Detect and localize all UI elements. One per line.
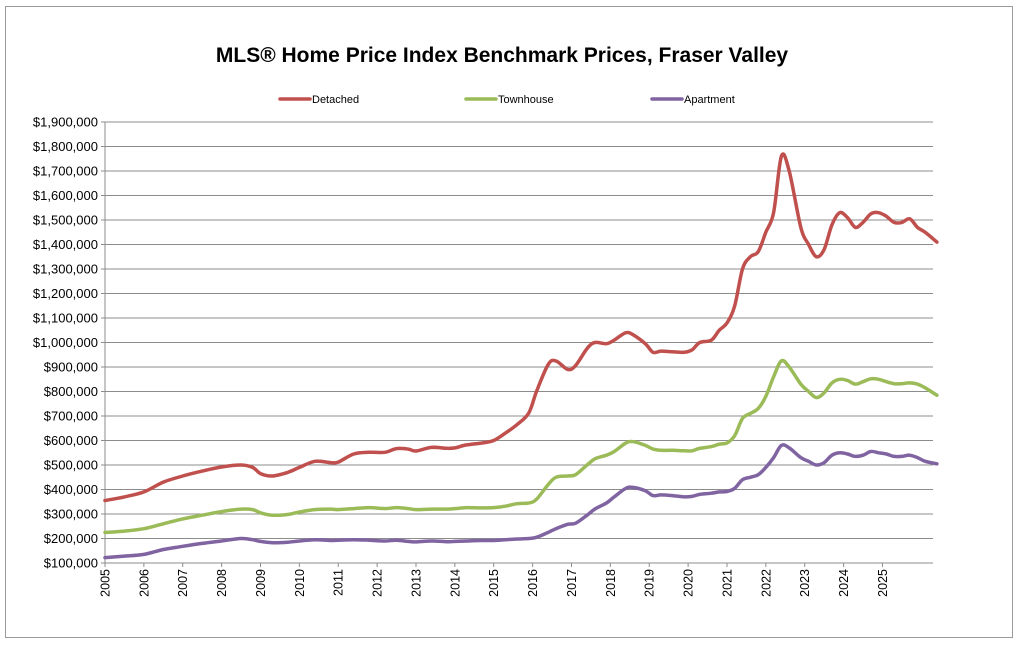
- x-tick-label: 2018: [604, 569, 618, 597]
- legend-label-apartment: Apartment: [684, 94, 735, 106]
- x-tick-label: 2014: [448, 569, 462, 597]
- y-tick-label: $1,100,000: [33, 311, 98, 326]
- x-tick-label: 2011: [332, 569, 346, 596]
- x-tick-label: 2008: [215, 569, 229, 597]
- x-tick-label: 2020: [682, 569, 696, 597]
- y-tick-label: $500,000: [44, 458, 98, 473]
- x-tick-label: 2016: [526, 569, 540, 597]
- x-tick-label: 2025: [876, 569, 890, 597]
- series-line-detached: [103, 152, 939, 503]
- axes: [104, 122, 933, 564]
- legend-label-detached: Detached: [312, 94, 359, 106]
- y-tick-label: $1,300,000: [33, 262, 98, 277]
- y-tick-label: $100,000: [44, 556, 98, 571]
- x-tick-label: 2005: [99, 569, 113, 597]
- gridlines: [105, 121, 933, 564]
- y-tick-label: $1,500,000: [33, 213, 98, 228]
- x-tick-label: 2022: [759, 569, 773, 597]
- y-tick-label: $300,000: [44, 507, 98, 522]
- y-axis-ticks: $100,000 $200,000 $300,000 $400,000 $500,000…: [33, 115, 105, 571]
- y-tick-label: $1,900,000: [33, 115, 98, 130]
- chart-frame: [5, 6, 1013, 638]
- x-tick-label: 2006: [137, 569, 151, 597]
- y-tick-label: $1,200,000: [33, 286, 98, 301]
- x-tick-label: 2013: [409, 569, 423, 597]
- y-tick-label: $400,000: [44, 482, 98, 497]
- y-tick-label: $1,600,000: [33, 188, 98, 203]
- y-tick-label: $1,700,000: [33, 164, 98, 179]
- y-tick-label: $900,000: [44, 360, 98, 375]
- x-tick-label: 2010: [293, 569, 307, 597]
- legend: Detached Townhouse Apartment: [278, 94, 735, 106]
- series-line-apartment: [103, 443, 939, 560]
- y-tick-label: $700,000: [44, 409, 98, 424]
- x-axis-ticks: 2005 2006 2007 2008 2009 2010 2011 2012 2013 2014…: [99, 563, 890, 597]
- y-tick-label: $1,000,000: [33, 335, 98, 350]
- x-tick-label: 2021: [720, 569, 734, 597]
- y-tick-label: $200,000: [44, 531, 98, 546]
- series-lines: [103, 152, 939, 560]
- x-tick-label: 2009: [254, 569, 268, 597]
- chart-title: MLS® Home Price Index Benchmark Prices, …: [215, 44, 789, 67]
- legend-label-townhouse: Townhouse: [498, 94, 554, 106]
- x-tick-label: 2017: [565, 569, 579, 597]
- x-tick-label: 2019: [643, 569, 657, 597]
- y-tick-label: $1,400,000: [33, 237, 98, 252]
- x-tick-label: 2023: [798, 569, 812, 597]
- x-tick-label: 2007: [176, 569, 190, 597]
- y-tick-label: $600,000: [44, 433, 98, 448]
- y-tick-label: $800,000: [44, 384, 98, 399]
- y-tick-label: $1,800,000: [33, 139, 98, 154]
- x-tick-label: 2015: [487, 569, 501, 597]
- x-tick-label: 2024: [837, 569, 851, 597]
- x-tick-label: 2012: [371, 569, 385, 597]
- series-line-townhouse: [103, 358, 939, 535]
